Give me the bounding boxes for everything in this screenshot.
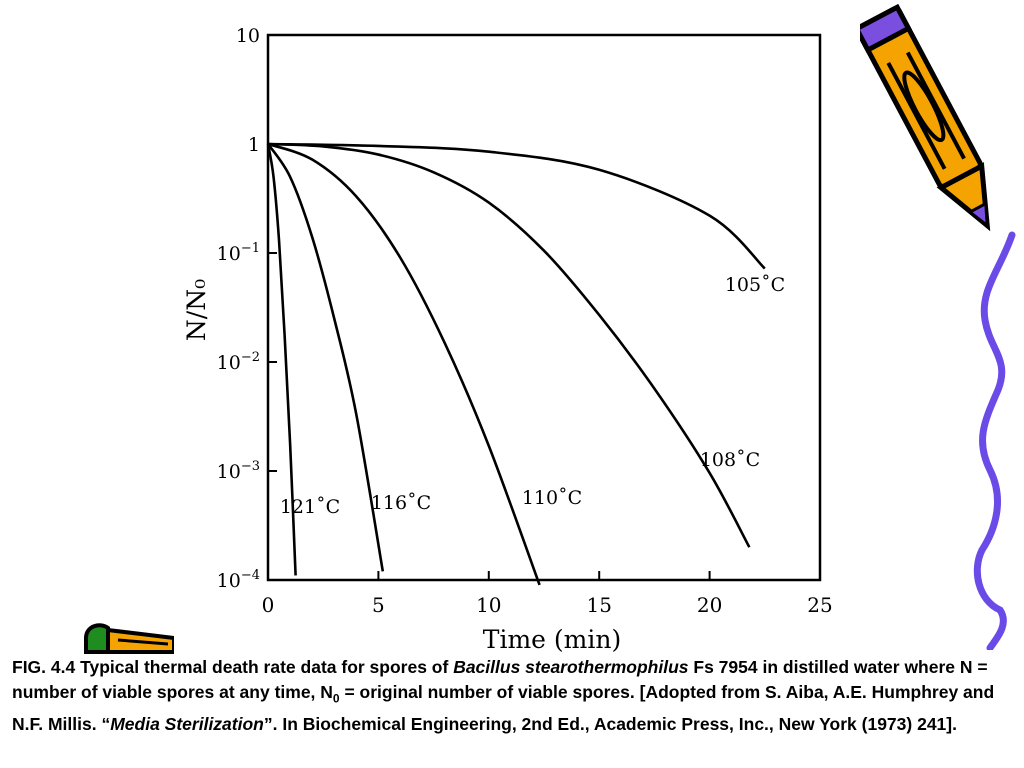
x-tick-label: 20 xyxy=(697,593,722,617)
x-tick-label: 10 xyxy=(476,593,501,617)
caption-species: Bacillus stearothermophilus xyxy=(453,657,689,677)
chart-ticks: 0 5 10 15 20 25 10 1 10−1 10−2 10−3 10−4 xyxy=(217,25,833,617)
plot-frame xyxy=(266,33,822,582)
thermal-death-chart: 0 5 10 15 20 25 10 1 10−1 10−2 10−3 10−4 Time (min)… xyxy=(182,25,833,654)
scribble-line xyxy=(973,231,1016,650)
x-axis-label: Time (min) xyxy=(483,625,621,654)
series-label: 105˚C xyxy=(725,274,785,296)
chart-axes xyxy=(266,33,822,582)
x-tick-label: 25 xyxy=(807,593,832,617)
caption-after-sub: = original number of viable spores. [Ado… xyxy=(12,682,995,734)
pencil-icon xyxy=(84,623,174,654)
series-label: 108˚C xyxy=(700,449,760,471)
y-axis-label: N/N₀ xyxy=(182,279,211,341)
figure-caption: FIG. 4.4 Typical thermal death rate data… xyxy=(12,655,1018,737)
x-tick-label: 15 xyxy=(586,593,611,617)
series-label: 110˚C xyxy=(522,487,582,509)
x-tick-label: 0 xyxy=(262,593,275,617)
series-line xyxy=(267,142,751,548)
series-label: 121˚C xyxy=(280,496,340,518)
y-tick-label: 10−1 xyxy=(217,241,260,265)
chart-labels: Time (min) N/N₀ 105˚C 108˚C 110˚C 116˚C 121˚C xyxy=(182,274,785,654)
series-line xyxy=(267,142,541,586)
y-tick-label: 10−3 xyxy=(217,459,260,483)
caption-book: Media Sterilization xyxy=(110,713,264,734)
y-tick-label: 1 xyxy=(248,134,260,156)
y-tick-label: 10 xyxy=(236,25,260,47)
series-label: 116˚C xyxy=(371,492,431,514)
caption-after-species: Fs 7954 in distilled water where N = num… xyxy=(12,657,988,702)
pencil-icon xyxy=(860,3,991,232)
caption-subscript: 0 xyxy=(332,691,340,706)
series-line xyxy=(266,143,297,576)
chart-series xyxy=(266,142,766,586)
x-tick-label: 5 xyxy=(372,593,385,617)
caption-tail: ”. In Biochemical Engineering, 2nd Ed., … xyxy=(263,713,957,734)
y-tick-label: 10−4 xyxy=(217,568,260,592)
series-line xyxy=(266,143,385,572)
y-tick-label: 10−2 xyxy=(217,350,260,374)
series-line xyxy=(267,142,766,270)
caption-lead: FIG. 4.4 Typical thermal death rate data… xyxy=(12,657,454,677)
